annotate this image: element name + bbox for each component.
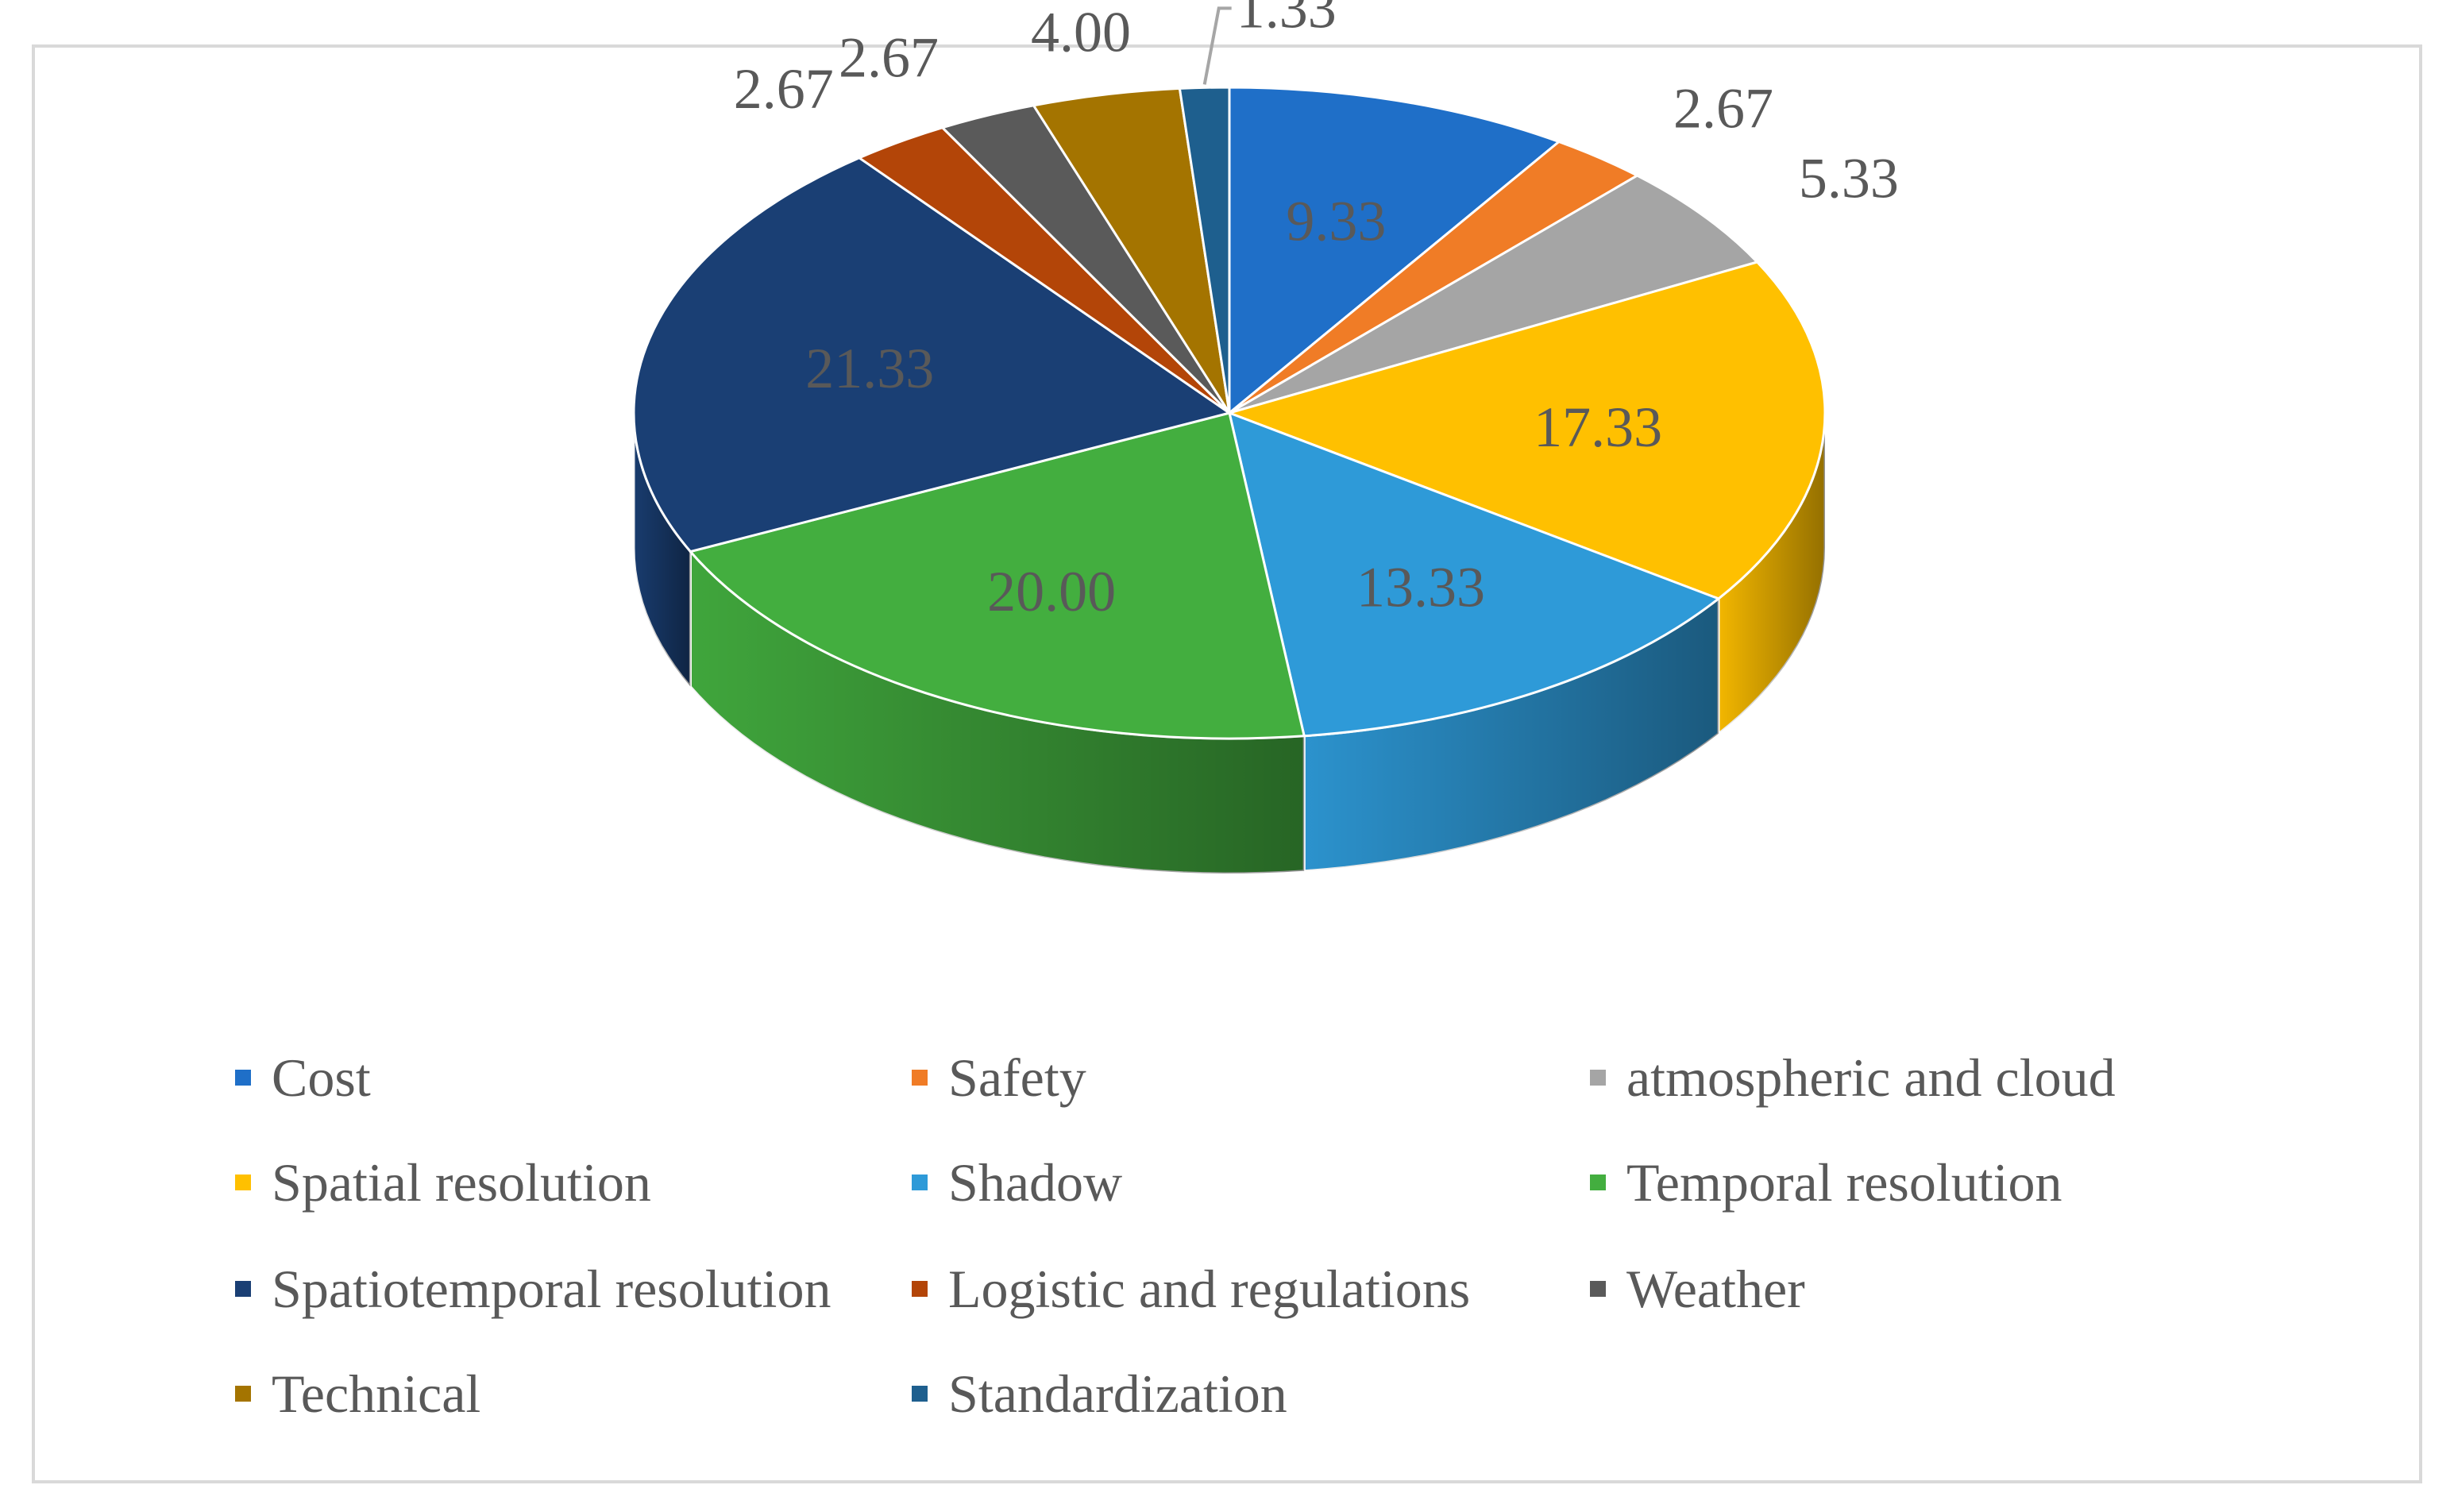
pie-side-shade-spatial-resolution xyxy=(1718,413,1825,734)
data-label-logistic-and-regulations: 2.67 xyxy=(734,57,834,121)
pie-slice-shadow xyxy=(1228,411,1720,738)
leader-line-standardization xyxy=(1202,6,1232,85)
data-label-atmospheric-and-cloud: 5.33 xyxy=(1799,147,1899,210)
pie-slice-atmospheric-and-cloud xyxy=(1228,174,1759,415)
data-label-weather: 2.67 xyxy=(839,26,939,90)
data-label-spatial-resolution: 17.33 xyxy=(1534,395,1662,459)
pie-side-shade-spatiotemporal-resolution xyxy=(634,413,691,687)
pie-slice-temporal-resolution xyxy=(689,411,1306,740)
data-label-shadow: 13.33 xyxy=(1356,555,1485,619)
data-label-safety: 2.67 xyxy=(1673,76,1773,140)
pie-slice-standardization xyxy=(1178,86,1231,415)
pie-slice-technical xyxy=(1032,87,1231,415)
data-label-cost: 9.33 xyxy=(1286,190,1386,253)
pie-slice-spatiotemporal-resolution xyxy=(632,156,1231,554)
pie-side-shade-shadow xyxy=(1304,598,1719,871)
pie-side-shade-temporal-resolution xyxy=(690,551,1305,874)
pie-slice-cost xyxy=(1228,86,1561,415)
data-label-technical: 4.00 xyxy=(1031,1,1131,64)
data-label-standardization: 1.33 xyxy=(1237,0,1337,40)
pie-slice-spatial-resolution xyxy=(1228,260,1827,600)
data-label-spatiotemporal-resolution: 21.33 xyxy=(805,337,934,400)
data-label-temporal-resolution: 20.00 xyxy=(987,560,1116,623)
